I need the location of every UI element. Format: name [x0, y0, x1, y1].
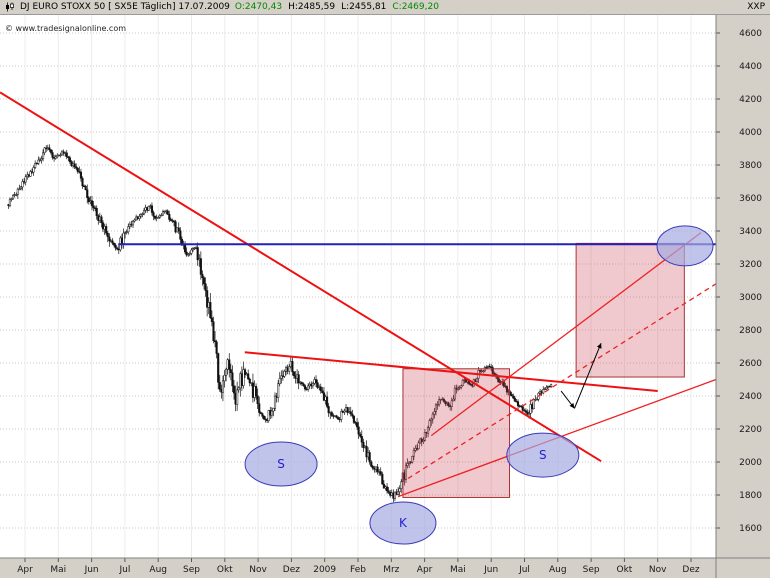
y-tick-label: 1800 — [739, 491, 762, 501]
projection-arrow-2[interactable] — [573, 343, 602, 409]
x-tick-label: Dez — [283, 565, 300, 575]
low-value: L:2455,81 — [341, 2, 387, 12]
x-tick-label: 2009 — [313, 565, 336, 575]
x-tick-label: Mai — [50, 565, 66, 575]
y-tick-label: 2000 — [739, 458, 762, 468]
x-tick-label: Jul — [118, 565, 130, 575]
y-tick-label: 2600 — [739, 359, 762, 369]
x-tick-label: Aug — [149, 565, 167, 575]
candlestick-series — [7, 144, 553, 503]
drawing-objects: S K S — [0, 91, 717, 545]
high-value: H:2485,59 — [288, 2, 336, 12]
x-tick-label: Okt — [217, 565, 233, 575]
chart-area[interactable]: 4600 4400 4200 4000 3800 3600 3400 3200 3000 2800… — [0, 15, 770, 578]
axis-labels[interactable]: 4600 4400 4200 4000 3800 3600 3400 3200 3000 2800… — [17, 29, 762, 575]
x-tick-label: Jun — [483, 565, 498, 575]
projection-arrow-1[interactable] — [560, 390, 575, 409]
target-zone-ellipse[interactable] — [656, 225, 714, 267]
price-scale-label: XXP — [747, 2, 765, 12]
ohlc-values: O:2470,43 H:2485,59 L:2455,81 C:2469,20 — [235, 2, 439, 12]
head-ellipse-label: K — [399, 516, 408, 530]
channel-upper-line[interactable] — [430, 232, 702, 437]
y-tick-label: 3800 — [739, 161, 762, 171]
target-projection-box[interactable] — [575, 242, 685, 378]
open-value: O:2470,43 — [234, 2, 283, 12]
x-tick-label: Jul — [518, 565, 530, 575]
y-tick-label: 3200 — [739, 260, 762, 270]
y-tick-label: 4200 — [739, 95, 762, 105]
x-tick-label: Nov — [649, 565, 667, 575]
major-downtrend-line[interactable] — [0, 91, 602, 463]
x-tick-label: Apr — [417, 565, 433, 575]
x-tick-label: Jun — [84, 565, 99, 575]
close-value: C:2469,20 — [392, 2, 439, 12]
y-tick-label: 2200 — [739, 425, 762, 435]
watermark: © www.tradesignalonline.com — [5, 24, 126, 33]
candlestick-chart-icon — [5, 2, 15, 12]
y-tick-label: 3400 — [739, 227, 762, 237]
chart-titlebar: DJ EURO STOXX 50 [ SX5E Täglich] 17.07.2… — [0, 0, 770, 15]
x-tick-label: Mai — [450, 565, 466, 575]
chart-canvas[interactable]: 4600 4400 4200 4000 3800 3600 3400 3200 3000 2800… — [0, 15, 770, 578]
left-shoulder-ellipse-label: S — [277, 457, 285, 471]
y-tick-label: 3600 — [739, 194, 762, 204]
x-tick-label: Mrz — [383, 565, 399, 575]
secondary-downtrend-line[interactable] — [244, 351, 658, 393]
y-tick-label: 2400 — [739, 392, 762, 402]
y-tick-label: 4000 — [739, 128, 762, 138]
right-shoulder-ellipse[interactable] — [506, 432, 580, 478]
y-tick-label: 2800 — [739, 326, 762, 336]
x-tick-label: Sep — [183, 565, 200, 575]
x-tick-label: Dez — [682, 565, 699, 575]
y-tick-label: 1600 — [739, 524, 762, 534]
head-ellipse[interactable] — [369, 501, 437, 545]
channel-mid-dashed-line[interactable] — [407, 283, 717, 480]
x-tick-label: Okt — [616, 565, 632, 575]
x-tick-label: Aug — [549, 565, 567, 575]
y-tick-label: 3000 — [739, 293, 762, 303]
x-tick-label: Apr — [17, 565, 33, 575]
x-tick-label: Sep — [583, 565, 600, 575]
x-tick-label: Nov — [249, 565, 267, 575]
gridlines — [0, 15, 716, 558]
left-shoulder-ellipse[interactable] — [244, 441, 318, 487]
right-shoulder-ellipse-label: S — [539, 448, 547, 462]
x-tick-label: Feb — [350, 565, 366, 575]
y-tick-label: 4600 — [739, 29, 762, 39]
y-tick-label: 4400 — [739, 62, 762, 72]
symbol-title: DJ EURO STOXX 50 [ SX5E Täglich] 17.07.2… — [20, 2, 230, 12]
